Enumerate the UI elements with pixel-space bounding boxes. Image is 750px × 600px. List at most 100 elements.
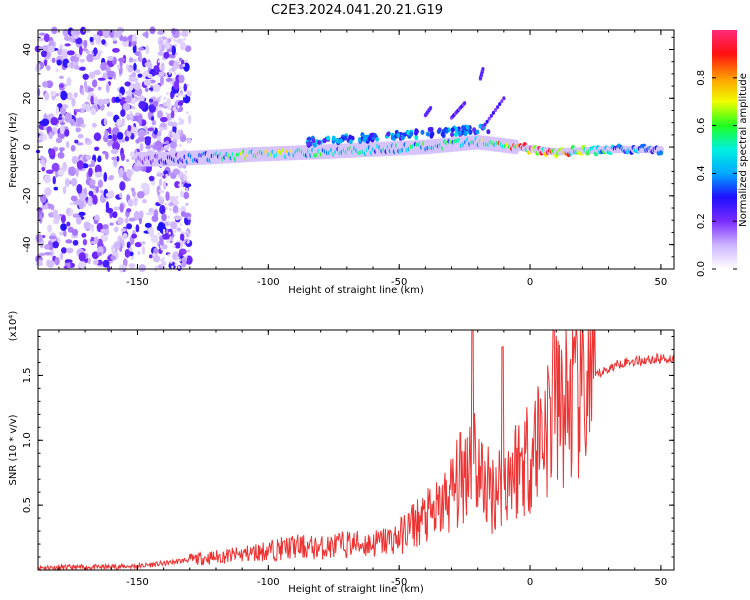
spectrogram-cell [91,122,97,128]
spectrogram-cell [171,265,174,269]
spectrogram-cell [79,58,86,63]
spectrogram-cell [106,70,115,78]
spectrogram-cell [180,232,185,242]
spectrogram-cell [498,102,502,107]
spectrogram-cell [85,50,90,55]
spectrogram-cell [166,240,169,244]
spectrogram-cell [118,92,123,99]
spectrogram-cell [78,252,86,262]
spectrogram-cell [137,95,145,103]
spectrogram-cell [138,101,146,110]
spectrogram-cell [179,143,182,148]
spectrogram-cell [175,199,178,203]
spectrogram-cell [174,263,177,267]
spectrogram-cell [77,133,84,139]
spectrogram-cell [137,129,146,138]
spectrogram-cell [128,57,133,63]
spectrogram-cell [169,81,172,85]
spectrogram-cell [38,214,43,224]
spectrogram-cell [71,155,79,165]
spectrogram-cell [167,253,170,257]
spectrogram-cell [53,218,57,225]
spectrogram-cell [40,159,46,166]
spectrogram-cell [90,108,97,116]
spectrogram-cell [107,134,113,140]
spectrogram-cell [88,71,96,79]
spectrogram-cell [436,128,441,134]
spectrogram-cell [181,258,186,267]
spectrogram-cell [168,107,171,111]
spectrogram-cell [160,247,164,251]
spectrogram-cell [491,110,496,115]
spectrogram-cell [117,217,124,225]
spectrogram-cell [178,57,183,62]
spectrogram-cell [141,245,145,255]
spectrogram-cell [90,226,95,233]
spectrogram-cell [66,50,75,56]
spectrogram-cell [93,69,101,76]
spectrogram-cell [420,129,425,135]
spectrogram-cell [126,158,130,163]
spectrogram-cell [84,137,90,143]
spectrogram-cell [159,244,162,248]
spectrogram-cell [101,39,106,45]
spectrogram-cell [180,216,183,220]
spectrogram-cell [135,224,140,233]
spectrogram-cell [70,195,78,202]
spectrogram-cell [64,112,73,122]
spectrogram-cell [97,86,102,91]
spectrogram-cell [187,216,191,220]
spectrogram-cell [177,265,181,269]
spectrogram-cell [125,169,133,179]
spectrogram-cell [311,138,316,144]
spectrogram-cell [87,163,95,168]
spectrogram-cell [121,117,125,127]
spectrogram-cell [475,129,480,135]
spectrogram-cell [127,124,132,132]
spectrogram-cell [62,185,67,195]
spectrogram-cell [72,239,79,246]
spectrogram-cell [75,127,81,133]
spectrogram-cell [38,131,43,140]
spectrogram-cell [454,126,459,132]
spectrogram-cell [165,77,174,83]
spectrogram-cell [70,29,76,36]
spectrogram-cell [65,239,73,244]
spectrogram-cell [37,37,45,42]
spectrogram-cell [120,228,127,232]
spectrogram-cell [167,221,171,225]
spectrogram-cell [76,183,83,194]
x-tick-label: 50 [655,277,668,288]
spectrogram-cell [122,232,128,240]
spectrogram-cell [54,256,60,266]
spectrogram-cell [55,106,59,115]
spectrogram-cell [152,144,160,150]
spectrogram-cell [157,30,165,35]
spectrogram-cell [110,255,116,261]
spectrogram-cell [121,36,129,42]
spectrogram-cell [42,81,49,88]
spectrogram-cell [157,59,161,63]
spectrogram-cell [83,28,91,33]
spectrogram-cell [138,117,142,127]
spectrogram-cell [158,189,162,193]
spectrogram-cell [119,181,126,191]
spectrogram-cell [180,42,183,46]
spectrogram-cell [174,180,181,189]
spectrogram-cell [167,98,171,102]
spectrogram-cell [183,83,188,92]
spectrogram-cell [56,59,62,66]
spectrogram-cell [70,61,74,70]
spectrogram-cell [51,57,56,64]
y-tick-label: -20 [22,188,33,204]
spectrogram-cell [53,186,59,191]
spectrogram-cell [162,65,166,69]
spectrogram-cell [43,175,51,184]
spectrogram-cell [59,252,64,261]
spectrogram-cell [178,130,182,134]
spectrogram-cell [186,90,192,97]
spectrogram-cell [172,124,177,134]
spectrogram-cell [148,98,154,103]
spectrogram-cell [137,250,141,256]
spectrogram-cell [50,117,59,126]
